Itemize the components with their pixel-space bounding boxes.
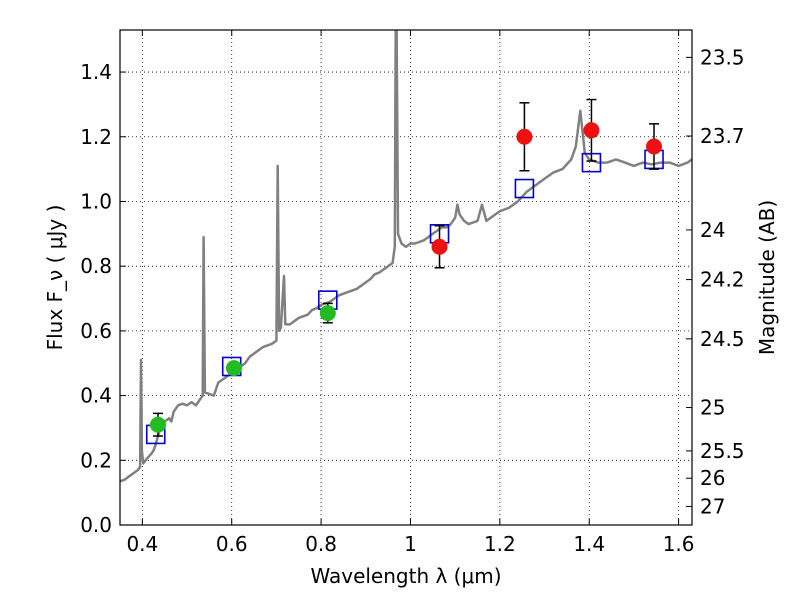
- y-tick-label: 0.0: [80, 513, 112, 537]
- y-right-tick-label: 24.5: [700, 327, 745, 351]
- x-tick-label: 0.6: [216, 532, 248, 556]
- y-right-tick-label: 24: [700, 218, 725, 242]
- observed-nir-point: [431, 238, 448, 255]
- y-right-tick-label: 25: [700, 396, 725, 420]
- y-right-axis-label: Magnitude (AB): [755, 200, 779, 355]
- y-right-tick-label: 25.5: [700, 439, 745, 463]
- y-right-tick-label: 24.2: [700, 268, 745, 292]
- y-tick-label: 1.0: [80, 189, 112, 213]
- marker-layer: [145, 98, 664, 445]
- y-tick-label: 1.4: [80, 60, 112, 84]
- y-right-tick-label: 23.5: [700, 45, 745, 69]
- plot-frame: [119, 29, 693, 526]
- observed-nir-point: [583, 122, 600, 139]
- observed-nir-point: [516, 128, 533, 145]
- observed-optical-point: [149, 416, 166, 433]
- y-right-tick-label: 26: [700, 466, 725, 490]
- model-photometry-square: [514, 178, 535, 199]
- y-right-tick-label: 23.7: [700, 124, 745, 148]
- y-right-tick-label: 27: [700, 494, 725, 518]
- x-tick-label: 0.4: [126, 532, 158, 556]
- observed-optical-point: [225, 360, 242, 377]
- y-tick-label: 0.4: [80, 384, 112, 408]
- spectrum-layer: [120, 30, 692, 483]
- observed-nir-point: [646, 138, 663, 155]
- x-axis-label: Wavelength λ (μm): [310, 564, 501, 588]
- x-tick-label: 1.4: [573, 532, 605, 556]
- x-tick-label: 1.6: [663, 532, 695, 556]
- y-tick-label: 0.6: [80, 319, 112, 343]
- observed-optical-point: [319, 305, 336, 322]
- spectrum-line: [120, 30, 692, 483]
- tick-layer: 0.4 0.6 0.8 1 1.2 1.4 1.6 0.0 0.2 0.4 0.6 0.8 1.0 1.2…: [80, 30, 745, 556]
- x-tick-label: 1: [404, 532, 417, 556]
- y-axis-label: Flux F_ν ( μJy ): [43, 205, 67, 351]
- x-tick-label: 1.2: [484, 532, 516, 556]
- x-tick-label: 0.8: [305, 532, 337, 556]
- y-tick-label: 1.2: [80, 125, 112, 149]
- y-tick-label: 0.2: [80, 448, 112, 472]
- y-tick-label: 0.8: [80, 254, 112, 278]
